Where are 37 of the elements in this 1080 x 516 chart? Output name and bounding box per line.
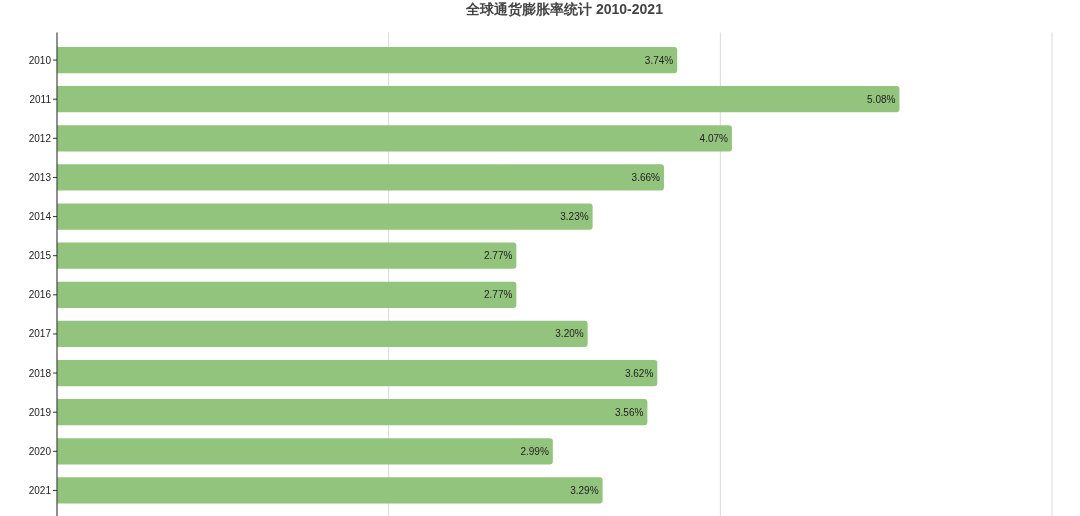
bar — [57, 203, 593, 230]
bar — [57, 86, 900, 113]
bar — [57, 242, 517, 269]
bar — [57, 477, 603, 504]
y-tick-label: 2011 — [29, 93, 52, 105]
y-tick-label: 2018 — [28, 367, 52, 379]
bar — [57, 281, 517, 308]
data-label: 2.77% — [484, 289, 513, 301]
bar — [57, 399, 648, 426]
bar — [57, 164, 664, 191]
bar — [57, 46, 678, 74]
data-label: 3.20% — [555, 328, 584, 340]
data-label: 3.29% — [570, 484, 599, 496]
bar — [57, 359, 658, 387]
data-label: 4.07% — [699, 132, 729, 144]
y-tick-label: 2012 — [28, 132, 52, 144]
y-tick-label: 2017 — [28, 328, 52, 340]
y-tick-label: 2020 — [28, 445, 52, 457]
data-label: 3.66% — [631, 171, 661, 183]
data-label: 3.56% — [615, 406, 644, 418]
y-tick-label: 2016 — [28, 289, 52, 301]
y-tick-label: 2013 — [28, 171, 52, 183]
bar — [57, 125, 732, 152]
bar — [57, 320, 588, 348]
y-tick-label: 2019 — [28, 406, 52, 418]
bar — [57, 438, 553, 465]
y-tick-label: 2010 — [28, 54, 52, 66]
chart-title: 全球通货膨胀率统计 2010-2021 — [465, 1, 664, 17]
data-label: 5.08% — [867, 93, 896, 105]
data-label: 3.62% — [624, 367, 654, 379]
data-label: 3.74% — [644, 54, 674, 66]
y-tick-label: 2015 — [28, 250, 52, 262]
y-tick-label: 2021 — [28, 484, 52, 496]
data-label: 2.99% — [520, 445, 549, 457]
y-tick-label: 2014 — [28, 211, 52, 223]
data-label: 3.23% — [560, 211, 589, 223]
data-label: 2.77% — [484, 250, 513, 262]
